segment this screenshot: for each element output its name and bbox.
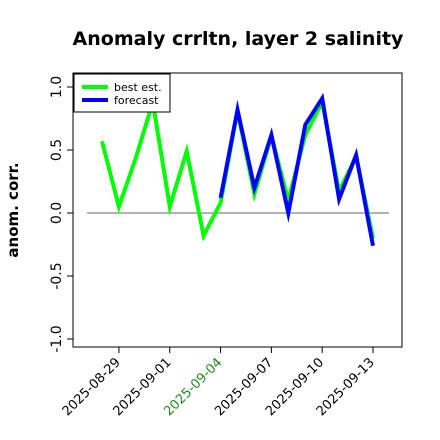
legend: best est. forecast	[73, 73, 171, 113]
plot-frame	[72, 72, 403, 348]
legend-box	[73, 73, 171, 113]
y-tick-label: 0.0	[49, 202, 65, 224]
legend-label-best-est: best est.	[114, 81, 162, 94]
series-line-forecast	[218, 92, 375, 247]
series-layer	[100, 92, 375, 247]
y-tick-label: 1.0	[49, 76, 65, 98]
y-tick-label: 0.5	[49, 139, 65, 161]
legend-label-forecast: forecast	[114, 94, 159, 107]
chart-title: Anomaly crrltn, layer 2 salinity	[73, 28, 404, 50]
x-axis: 2025-08-292025-09-012025-09-042025-09-07…	[60, 347, 378, 419]
y-axis: -1.0 -0.5 0.0 0.5 1.0	[49, 76, 73, 353]
y-axis-label: anom. corr.	[4, 162, 22, 257]
y-tick-label: -1.0	[49, 325, 65, 352]
y-tick-label: -0.5	[49, 262, 65, 289]
